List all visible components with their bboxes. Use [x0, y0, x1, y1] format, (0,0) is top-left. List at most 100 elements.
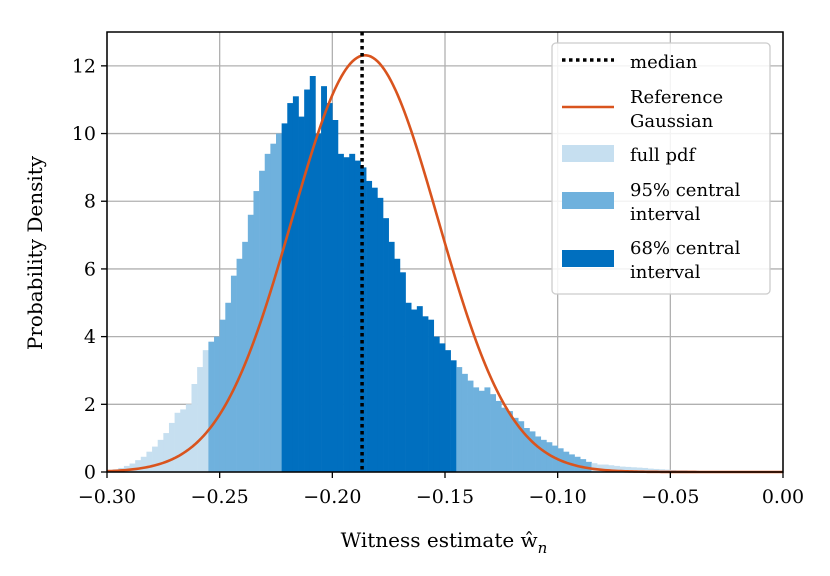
histogram-bar-10	[163, 433, 170, 472]
y-tick-label-2: 4	[84, 326, 96, 348]
histogram-bar-62	[456, 367, 463, 472]
x-tick-label-6: 0.00	[762, 486, 804, 508]
histogram-bar-54	[411, 309, 418, 472]
histogram-bar-15	[191, 384, 198, 472]
x-axis-label: Witness estimate ŵn	[341, 528, 548, 557]
histogram-bar-59	[439, 343, 446, 472]
histogram-bar-38	[321, 86, 327, 473]
histogram-bar-70	[501, 407, 508, 472]
histogram-bar-64	[467, 380, 474, 472]
histogram-bar-60	[445, 350, 451, 472]
histogram-bar-35	[304, 89, 311, 473]
histogram-bar-7	[146, 451, 153, 472]
histogram-bar-76	[535, 436, 542, 472]
histogram-bar-39	[326, 103, 333, 473]
histogram-bar-58	[433, 336, 440, 472]
histogram-bar-16	[197, 367, 204, 472]
histogram-bar-72	[512, 417, 519, 472]
x-axis-ticks: −0.30 −0.25 −0.20 −0.15 −0.10 −0.05 0.00	[78, 472, 804, 508]
histogram-bar-14	[185, 404, 192, 472]
histogram-bar-96	[647, 468, 654, 472]
histogram-bar-5	[135, 460, 142, 472]
histogram-bar-41	[337, 153, 344, 472]
legend-label-gaussian-1: Gaussian	[630, 111, 714, 132]
legend: median Reference Gaussian full pdf 95% centr…	[551, 42, 771, 295]
legend-label-median-0: median	[630, 52, 698, 73]
histogram-bar-32	[287, 103, 294, 473]
histogram-bar-49	[383, 218, 389, 472]
y-tick-label-0: 0	[84, 462, 96, 484]
histogram-bar-22	[230, 275, 237, 472]
histogram-bar-42	[343, 157, 350, 472]
histogram-bar-33	[292, 96, 299, 473]
histogram-bar-20	[219, 319, 226, 472]
histogram-bar-57	[428, 319, 435, 472]
y-tick-label-4: 8	[84, 191, 96, 213]
histogram-bar-53	[405, 302, 412, 472]
histogram-bar-78	[546, 442, 553, 472]
legend-label-gaussian-0: Reference	[630, 87, 723, 108]
histogram-bar-65	[473, 387, 480, 472]
y-axis-ticks: 0 2 4 6 8 10 12	[72, 55, 107, 484]
histogram-bar-51	[394, 258, 401, 472]
x-tick-label-1: −0.25	[191, 486, 249, 508]
histogram-bar-47	[371, 187, 378, 472]
histogram-bar-37	[315, 133, 322, 473]
histogram-bar-83	[574, 456, 581, 472]
histogram-bar-29	[270, 143, 277, 472]
histogram-bar-90	[614, 465, 620, 472]
x-tick-label-2: −0.20	[303, 486, 361, 508]
legend-label-ci68-1: interval	[630, 262, 701, 283]
histogram-bar-11	[168, 422, 175, 472]
histogram-bar-88	[602, 464, 609, 472]
histogram-bar-91	[619, 466, 626, 472]
histogram-bar-28	[264, 153, 271, 472]
y-tick-label-5: 10	[72, 123, 96, 145]
histogram-bar-97	[653, 468, 660, 472]
histogram-bar-43	[349, 153, 356, 472]
histogram-bar-25	[247, 214, 254, 472]
legend-label-full_pdf-0: full pdf	[630, 145, 697, 166]
histogram-bar-8	[152, 446, 158, 472]
legend-handle-full_pdf	[562, 145, 614, 162]
histogram-bar-31	[281, 123, 288, 472]
x-tick-label-4: −0.10	[529, 486, 587, 508]
histogram-bar-55	[416, 306, 423, 472]
y-tick-label-3: 6	[84, 258, 96, 280]
histogram-bar-77	[540, 439, 547, 472]
histogram-bar-36	[309, 76, 316, 472]
legend-handle-ci68	[562, 250, 614, 267]
legend-label-ci68-0: 68% central	[630, 238, 741, 259]
histogram-bar-40	[332, 120, 339, 472]
x-tick-label-0: −0.30	[78, 486, 136, 508]
histogram-bar-67	[484, 387, 491, 472]
histogram-bar-94	[636, 467, 643, 472]
y-tick-label-6: 12	[72, 55, 96, 77]
y-tick-label-1: 2	[84, 394, 96, 416]
histogram-bar-34	[298, 116, 305, 472]
histogram-bar-24	[242, 241, 249, 472]
histogram-bar-52	[399, 272, 406, 472]
histogram-bar-74	[523, 428, 530, 472]
histogram-bar-44	[354, 160, 361, 472]
legend-label-ci95-1: interval	[630, 204, 701, 225]
histogram-bar-12	[174, 412, 181, 472]
histogram-bar-66	[478, 390, 485, 472]
x-tick-label-3: −0.15	[416, 486, 474, 508]
histogram-bar-89	[608, 465, 615, 472]
y-axis-label: Probability Density	[23, 155, 47, 350]
histogram-bar-87	[597, 464, 604, 472]
legend-handle-ci95	[562, 192, 614, 209]
histogram-bar-93	[630, 467, 637, 472]
histogram-bar-30	[276, 133, 282, 473]
histogram-bar-56	[422, 316, 429, 472]
histogram-bar-84	[580, 459, 587, 472]
histogram-bar-23	[236, 258, 243, 472]
histogram-bar-19	[214, 336, 220, 472]
histogram-bar-4	[129, 463, 136, 472]
histogram-bar-75	[529, 431, 536, 472]
histogram-bar-21	[225, 302, 232, 472]
histogram-bar-61	[450, 360, 457, 472]
histogram-bar-48	[377, 197, 384, 472]
